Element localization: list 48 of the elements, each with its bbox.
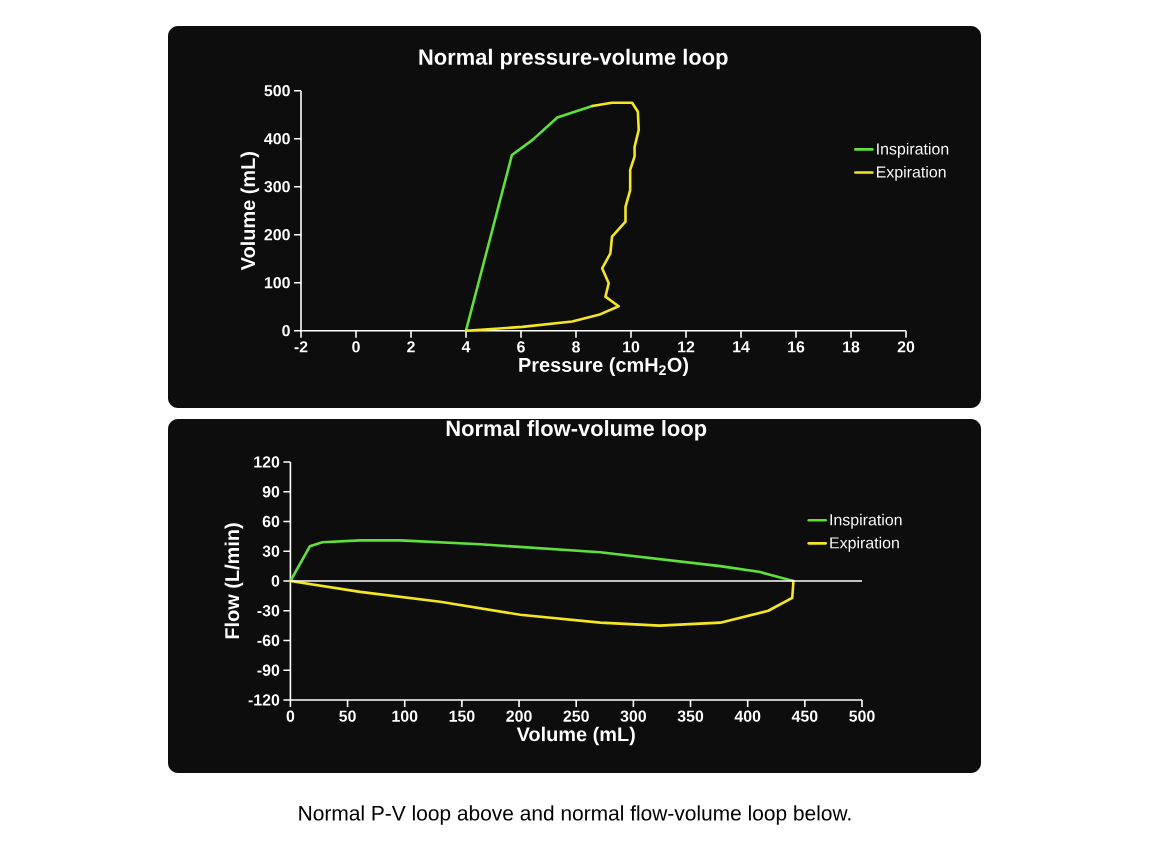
x-tick-label: 10 (623, 341, 640, 353)
x-tick-label: 8 (572, 341, 580, 353)
y-tick-label: 90 (262, 486, 280, 498)
y-axis-title: Flow (L/min) (224, 523, 244, 639)
x-tick-label: 6 (517, 341, 525, 353)
x-tick-label: 50 (339, 710, 356, 722)
y-tick-label: -30 (257, 605, 280, 617)
legend-label: Inspiration (877, 142, 949, 158)
x-tick-label: 300 (620, 710, 646, 722)
x-tick-label: 400 (734, 710, 761, 722)
x-tick-label: 4 (461, 341, 471, 353)
y-tick-label: 500 (264, 85, 290, 97)
x-tick-label: 0 (352, 341, 360, 353)
y-tick-label: 0 (271, 575, 280, 587)
x-axis-title: Volume (mL) (516, 726, 635, 746)
x-tick-label: 2 (407, 341, 415, 353)
y-tick-label: 60 (262, 515, 280, 528)
y-tick-label: -120 (248, 694, 280, 706)
y-tick-label: 100 (264, 277, 290, 289)
x-tick-label: 150 (449, 710, 475, 722)
x-tick-label: 350 (677, 710, 704, 722)
x-tick-label: 450 (791, 710, 818, 722)
y-tick-label: 300 (264, 181, 290, 193)
x-tick-label: 100 (392, 710, 418, 722)
y-axis-title: Volume (mL) (240, 152, 260, 271)
legend-label: Expiration (830, 536, 899, 552)
legend-label: Inspiration (830, 513, 902, 529)
y-tick-label: -90 (257, 664, 280, 676)
x-tick-label: 16 (788, 341, 805, 353)
y-tick-label: 200 (264, 229, 290, 241)
y-tick-label: 120 (254, 456, 280, 468)
x-tick-label: -2 (294, 341, 308, 353)
y-tick-label: -60 (257, 634, 280, 647)
chart-title: Normal flow-volume loop (446, 420, 707, 441)
x-tick-label: 18 (843, 341, 860, 353)
chart-title: Normal pressure-volume loop (419, 48, 728, 70)
legend-label: Expiration (877, 165, 946, 181)
x-tick-label: 12 (678, 341, 695, 353)
x-tick-label: 14 (733, 341, 750, 353)
x-axis-title: Pressure (cmH$_{2}$O) (519, 357, 689, 376)
x-tick-label: 250 (563, 710, 589, 722)
y-tick-label: 0 (282, 325, 290, 337)
x-tick-label: 200 (506, 710, 532, 722)
text: Normal P-V loop above and normal flow-volume loop below. (299, 805, 851, 825)
y-tick-label: 400 (264, 133, 290, 145)
x-tick-label: 20 (897, 341, 915, 353)
x-tick-label: 500 (849, 710, 875, 722)
y-tick-label: 30 (262, 545, 280, 557)
